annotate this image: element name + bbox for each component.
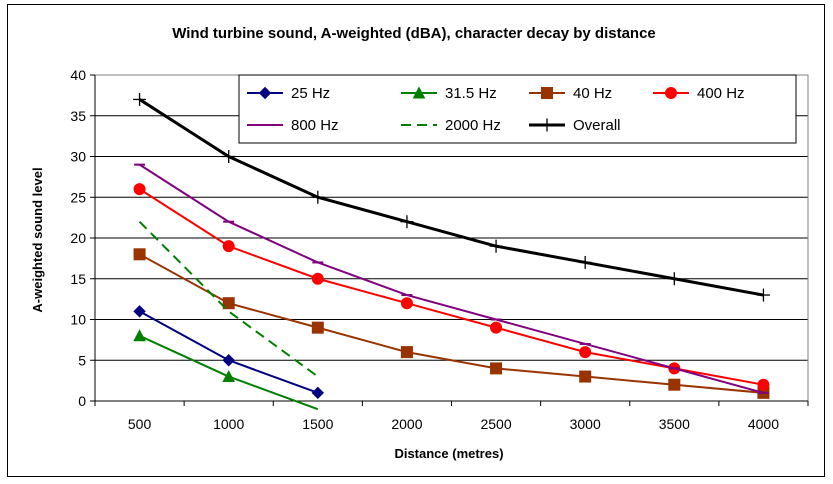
legend: 25 Hz 31.5 Hz 40 Hz 400 Hz 800 Hz 2000 Hz Over… — [238, 74, 797, 144]
x-axis-label: Distance (metres) — [394, 446, 503, 461]
legend-label: 25 Hz — [291, 85, 330, 102]
data-point-40-hz — [311, 321, 324, 334]
data-point-40-hz — [400, 346, 413, 359]
legend-label: 800 Hz — [291, 117, 339, 134]
legend-label: 31.5 Hz — [445, 85, 497, 102]
data-point-400-hz — [490, 321, 503, 334]
axis-layer: 0 5 10 15 20 25 30 35 40 500 1000 1500 2000 2500 3000 3… — [70, 67, 809, 432]
legend-item-25-hz: 25 Hz — [247, 85, 330, 102]
data-point-40-hz — [579, 370, 592, 383]
data-point-400-hz — [133, 183, 146, 196]
x-tick-label: 3000 — [570, 416, 601, 432]
y-tick-label: 30 — [70, 149, 86, 165]
legend-marker — [258, 86, 272, 100]
y-tick-label: 10 — [70, 312, 86, 328]
series-800-hz — [134, 163, 769, 394]
y-tick-label: 25 — [70, 189, 86, 205]
legend-marker — [412, 86, 426, 99]
data-point-400-hz — [222, 240, 235, 253]
series-line-overall — [138, 98, 764, 297]
x-tick-label: 500 — [128, 416, 152, 432]
data-point-overall — [756, 288, 770, 302]
x-tick-label: 2000 — [391, 416, 422, 432]
series-overall — [133, 92, 770, 302]
data-point-400-hz — [311, 272, 324, 285]
series-400-hz — [133, 183, 770, 391]
data-point-overall — [578, 255, 592, 269]
data-point-31-5-hz — [222, 369, 236, 382]
series-line-800-hz — [139, 163, 764, 394]
legend-item-40-hz: 40 Hz — [529, 85, 612, 102]
data-point-overall — [133, 92, 147, 106]
data-point-31-5-hz — [133, 329, 146, 342]
legend-marker — [540, 118, 554, 132]
data-point-25-hz — [133, 305, 146, 318]
legend-label: 40 Hz — [573, 85, 612, 102]
data-point-overall — [222, 150, 236, 163]
data-point-400-hz — [400, 297, 413, 310]
data-point-40-hz — [490, 362, 503, 375]
legend-marker — [665, 87, 677, 99]
data-point-40-hz — [133, 248, 146, 261]
x-tick-label: 4000 — [748, 416, 779, 432]
data-point-25-hz — [311, 386, 325, 400]
data-point-overall — [311, 190, 325, 204]
data-point-400-hz — [579, 346, 592, 359]
series-line-400-hz — [139, 188, 764, 386]
legend-label: 2000 Hz — [445, 117, 501, 134]
x-tick-label: 1000 — [213, 416, 244, 432]
legend-label: Overall — [573, 117, 621, 134]
legend-item-31-5-hz: 31.5 Hz — [401, 85, 497, 102]
chart-title: Wind turbine sound, A-weighted (dBA), ch… — [172, 25, 656, 42]
data-point-40-hz — [668, 378, 681, 391]
series-layer — [133, 92, 770, 411]
legend-box — [238, 74, 797, 144]
y-tick-label: 5 — [78, 352, 86, 368]
x-tick-label: 2500 — [480, 416, 511, 432]
y-tick-label: 0 — [78, 393, 86, 409]
legend-item-2000-hz: 2000 Hz — [401, 117, 501, 134]
y-tick-label: 15 — [70, 271, 86, 287]
data-point-overall — [400, 215, 414, 229]
data-point-400-hz — [757, 378, 770, 391]
y-tick-label: 20 — [70, 230, 86, 246]
series-25-hz — [133, 305, 325, 400]
legend-item-overall: Overall — [529, 117, 621, 134]
data-point-overall — [489, 239, 503, 253]
series-2000-hz — [138, 220, 319, 378]
data-point-25-hz — [222, 354, 235, 367]
y-tick-label: 35 — [70, 108, 86, 124]
legend-marker — [541, 87, 553, 99]
series-line-2000-hz — [138, 220, 319, 378]
y-tick-label: 40 — [70, 67, 86, 83]
series-31-5-hz — [133, 329, 319, 411]
y-axis-label: A-weighted sound level — [30, 167, 45, 312]
data-point-40-hz — [222, 297, 235, 310]
legend-item-400-hz: 400 Hz — [653, 85, 745, 102]
series-line-40-hz — [139, 253, 764, 394]
legend-item-800-hz: 800 Hz — [247, 117, 339, 134]
x-tick-label: 1500 — [302, 416, 333, 432]
legend-label: 400 Hz — [697, 85, 745, 102]
x-tick-label: 3500 — [659, 416, 690, 432]
data-point-overall — [667, 272, 681, 286]
